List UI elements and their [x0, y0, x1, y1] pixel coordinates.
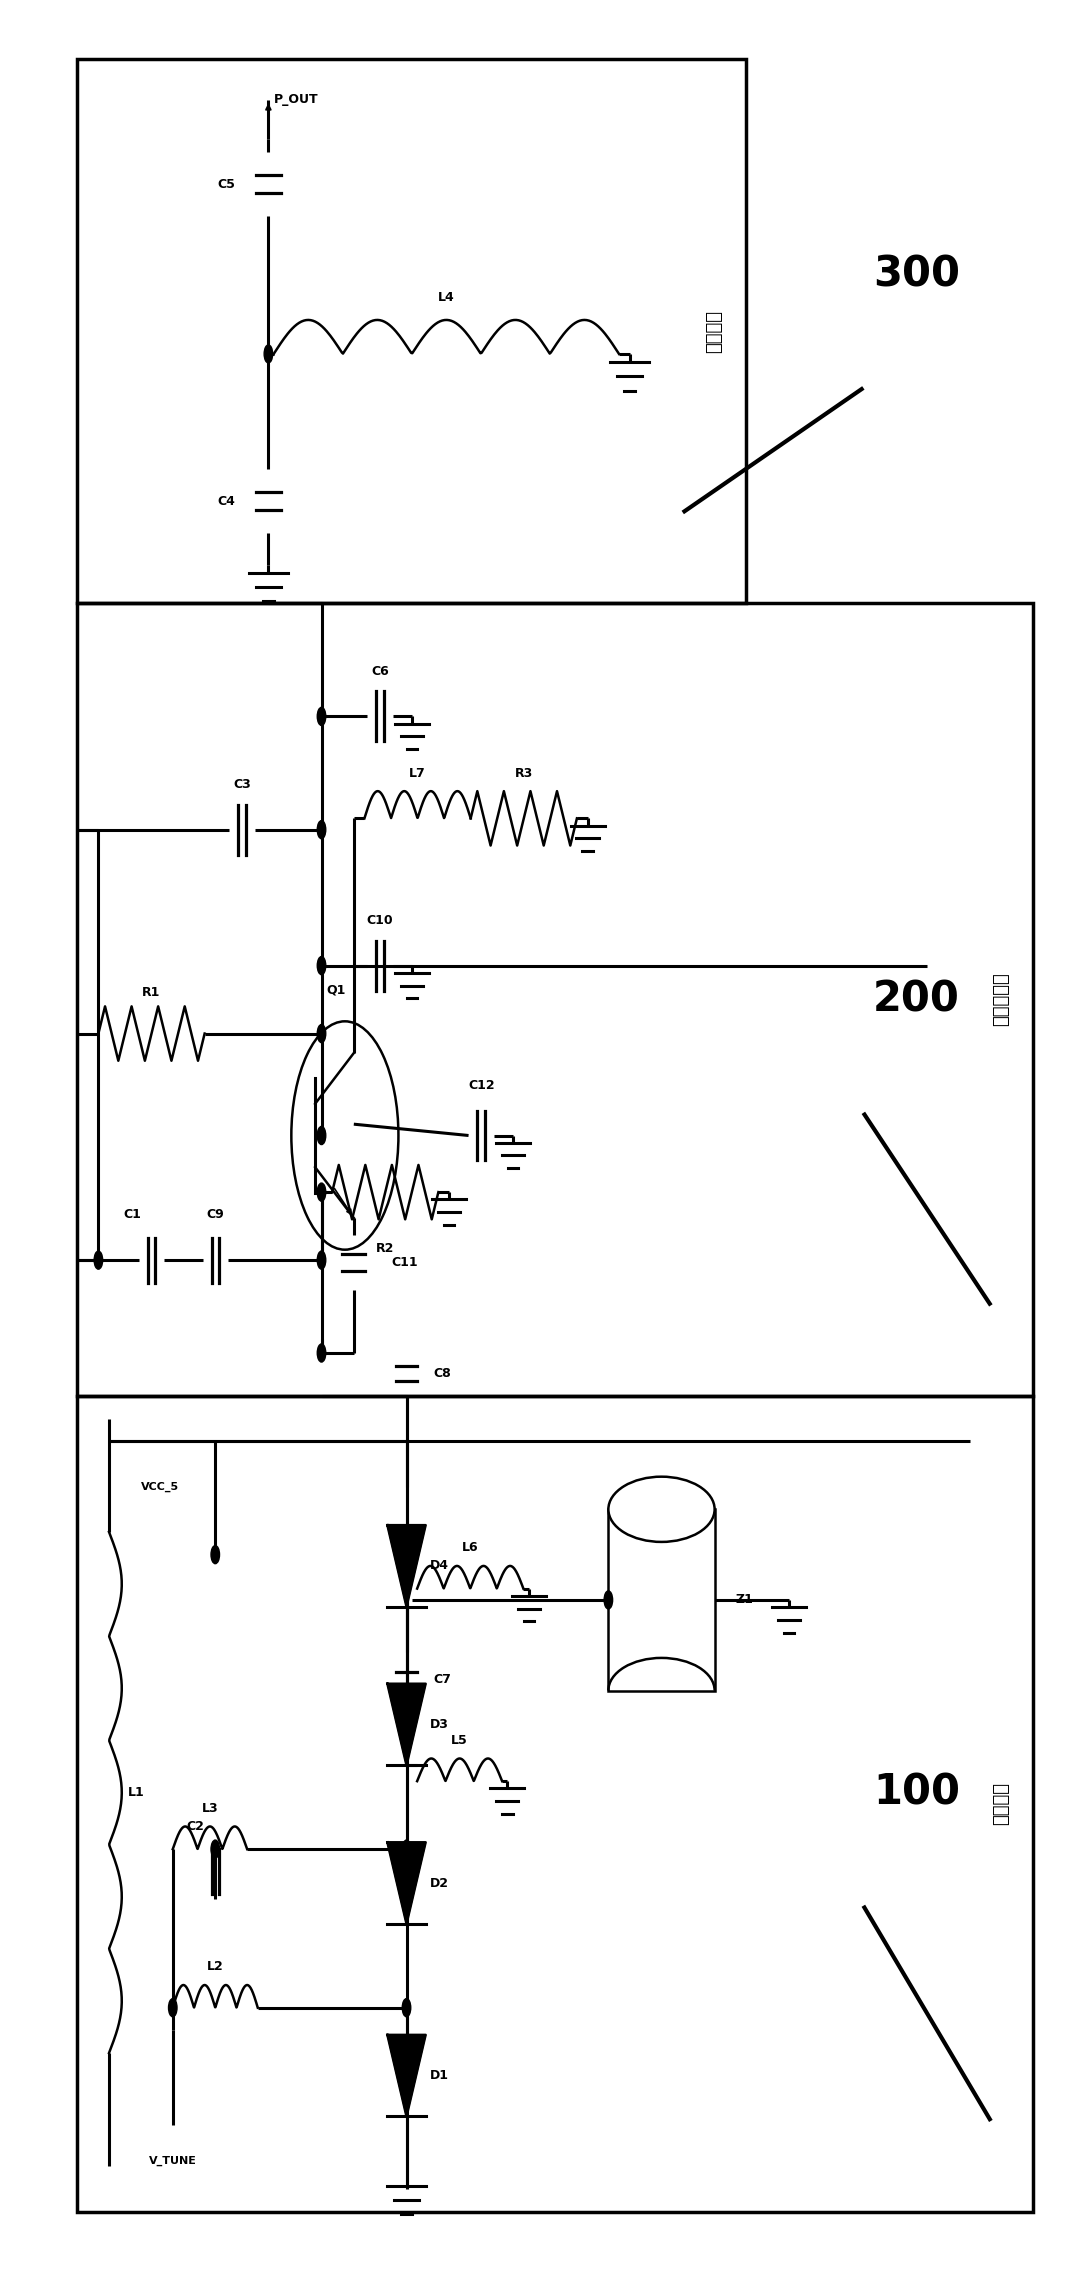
Circle shape: [317, 1126, 326, 1145]
Circle shape: [211, 1840, 220, 1858]
Text: C7: C7: [433, 1674, 451, 1685]
Text: 终端网络: 终端网络: [706, 309, 724, 352]
Text: VCC_5: VCC_5: [141, 1481, 179, 1492]
Text: C3: C3: [233, 779, 251, 790]
Circle shape: [211, 1547, 220, 1565]
Text: 300: 300: [873, 254, 960, 295]
Bar: [77, 1397, 1034, 2212]
Text: C8: C8: [433, 1367, 451, 1381]
Text: L6: L6: [462, 1542, 478, 1553]
Text: V_TUNE: V_TUNE: [148, 2155, 197, 2167]
Text: R2: R2: [376, 1242, 394, 1256]
Text: L2: L2: [207, 1960, 223, 1973]
Circle shape: [94, 1251, 103, 1269]
Circle shape: [317, 706, 326, 724]
Text: L3: L3: [202, 1801, 218, 1815]
Text: C12: C12: [468, 1079, 494, 1092]
Text: C9: C9: [206, 1208, 224, 1222]
Text: P_OUT: P_OUT: [273, 93, 318, 107]
Text: D1: D1: [430, 2069, 449, 2083]
Bar: [77, 604, 1034, 1397]
Text: 调谐网络: 调谐网络: [992, 1783, 1010, 1826]
Text: C6: C6: [371, 665, 389, 677]
Polygon shape: [388, 1683, 426, 1765]
Text: L1: L1: [128, 1785, 145, 1799]
Bar: [77, 59, 747, 604]
Text: D2: D2: [430, 1876, 449, 1889]
Text: C2: C2: [187, 1819, 205, 1833]
Circle shape: [317, 1183, 326, 1201]
Polygon shape: [388, 1842, 426, 1924]
Circle shape: [403, 1733, 411, 1751]
Bar: [609, 1510, 714, 1690]
Text: 200: 200: [873, 979, 960, 1020]
Circle shape: [403, 1840, 411, 1858]
Text: D4: D4: [430, 1560, 449, 1572]
Polygon shape: [388, 2035, 426, 2117]
Circle shape: [169, 1998, 177, 2017]
Text: C5: C5: [217, 177, 235, 191]
Text: C11: C11: [391, 1256, 418, 1269]
Text: R3: R3: [515, 768, 533, 779]
Text: L4: L4: [438, 291, 455, 304]
Text: R1: R1: [142, 986, 160, 999]
Text: C10: C10: [366, 913, 393, 927]
Text: C1: C1: [123, 1208, 141, 1222]
Text: Q1: Q1: [326, 983, 346, 997]
Circle shape: [403, 1998, 411, 2017]
Circle shape: [317, 820, 326, 838]
Circle shape: [264, 345, 272, 363]
Text: C4: C4: [217, 495, 235, 509]
Text: 100: 100: [873, 1771, 960, 1815]
Circle shape: [317, 1024, 326, 1042]
Circle shape: [317, 956, 326, 974]
Text: D3: D3: [430, 1719, 449, 1731]
Circle shape: [604, 1592, 613, 1608]
Text: Z1: Z1: [736, 1594, 754, 1606]
Text: L5: L5: [452, 1733, 468, 1746]
Polygon shape: [388, 1526, 426, 1606]
Text: L7: L7: [409, 768, 426, 779]
Circle shape: [317, 1344, 326, 1363]
Ellipse shape: [609, 1476, 714, 1542]
Circle shape: [317, 1251, 326, 1269]
Text: 晶体管网络: 晶体管网络: [992, 972, 1010, 1026]
